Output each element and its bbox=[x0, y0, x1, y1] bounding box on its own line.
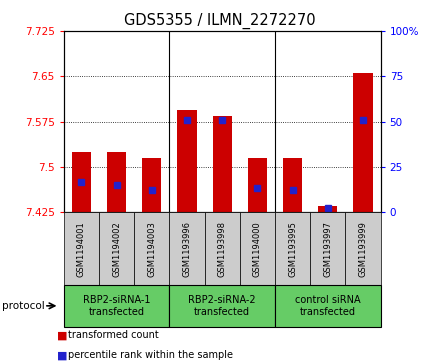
Text: ■: ■ bbox=[57, 330, 68, 340]
Text: percentile rank within the sample: percentile rank within the sample bbox=[68, 350, 233, 360]
Text: control siRNA
transfected: control siRNA transfected bbox=[295, 295, 361, 317]
Text: GSM1193997: GSM1193997 bbox=[323, 221, 332, 277]
Bar bbox=[353, 73, 373, 212]
Text: ■: ■ bbox=[57, 350, 68, 360]
Text: GSM1193998: GSM1193998 bbox=[218, 221, 227, 277]
Bar bbox=[283, 158, 302, 212]
Text: RBP2-siRNA-2
transfected: RBP2-siRNA-2 transfected bbox=[188, 295, 256, 317]
Bar bbox=[142, 158, 161, 212]
Text: GSM1194000: GSM1194000 bbox=[253, 221, 262, 277]
Bar bbox=[177, 110, 197, 212]
Bar bbox=[318, 206, 337, 212]
Bar bbox=[107, 152, 126, 212]
Text: GSM1194001: GSM1194001 bbox=[77, 221, 86, 277]
Text: GSM1193995: GSM1193995 bbox=[288, 221, 297, 277]
Text: GDS5355 / ILMN_2272270: GDS5355 / ILMN_2272270 bbox=[124, 13, 316, 29]
Text: GSM1194002: GSM1194002 bbox=[112, 221, 121, 277]
Text: protocol: protocol bbox=[2, 301, 45, 311]
Text: GSM1193999: GSM1193999 bbox=[359, 221, 367, 277]
Bar bbox=[72, 152, 91, 212]
Text: GSM1194003: GSM1194003 bbox=[147, 221, 156, 277]
Bar bbox=[213, 115, 232, 212]
Text: RBP2-siRNA-1
transfected: RBP2-siRNA-1 transfected bbox=[83, 295, 150, 317]
Bar bbox=[248, 158, 267, 212]
Text: GSM1193996: GSM1193996 bbox=[183, 221, 191, 277]
Text: transformed count: transformed count bbox=[68, 330, 159, 340]
